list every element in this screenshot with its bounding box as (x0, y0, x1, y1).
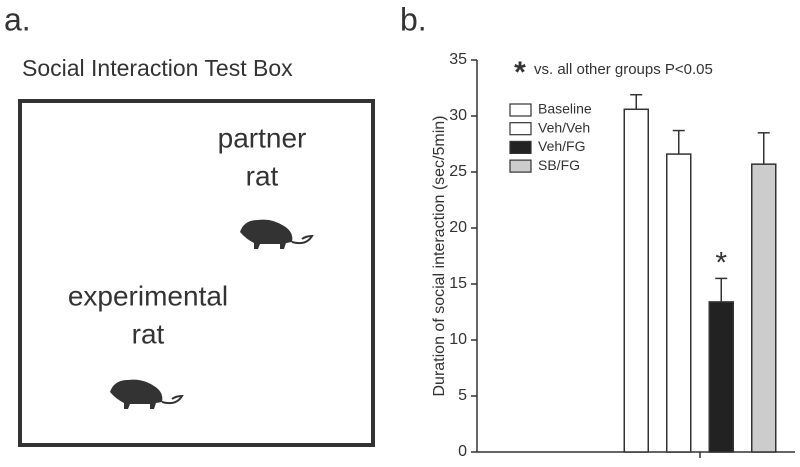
annotation-marker: * (514, 56, 526, 89)
bar (751, 163, 777, 453)
bar (666, 153, 692, 453)
annotation: vs. all other groups P<0.05 (534, 61, 713, 78)
rat-icon (110, 379, 184, 409)
panel-label: a. (4, 1, 31, 37)
partner-label: partner (218, 122, 307, 153)
significance-marker: * (715, 246, 727, 279)
y-tick-label: 20 (449, 219, 467, 236)
legend-swatch (509, 159, 532, 173)
y-tick-label: 5 (458, 387, 467, 404)
y-tick-label: 35 (449, 51, 467, 68)
legend-label: SB/FG (538, 157, 580, 173)
experimental-label: experimental (68, 280, 228, 311)
legend-label: Baseline (538, 101, 592, 117)
test-box (18, 99, 375, 447)
y-tick-label: 0 (458, 443, 467, 460)
panel-title: Social Interaction Test Box (22, 55, 293, 81)
y-axis-label: Duration of social interaction (sec/5min… (431, 115, 448, 396)
experimental-label: rat (132, 318, 165, 349)
legend-label: Veh/Veh (538, 119, 590, 135)
panel-label: b. (400, 1, 427, 37)
legend-label: Veh/FG (538, 138, 585, 154)
legend-swatch (509, 103, 532, 117)
bar (623, 108, 649, 453)
y-tick-label: 15 (449, 275, 467, 292)
legend-swatch (509, 122, 532, 136)
rat-icon (240, 219, 314, 249)
bar (708, 301, 734, 453)
y-tick-label: 25 (449, 163, 467, 180)
legend-swatch (509, 140, 532, 154)
partner-label: rat (246, 160, 279, 191)
y-tick-label: 10 (449, 331, 467, 348)
y-tick-label: 30 (449, 107, 467, 124)
